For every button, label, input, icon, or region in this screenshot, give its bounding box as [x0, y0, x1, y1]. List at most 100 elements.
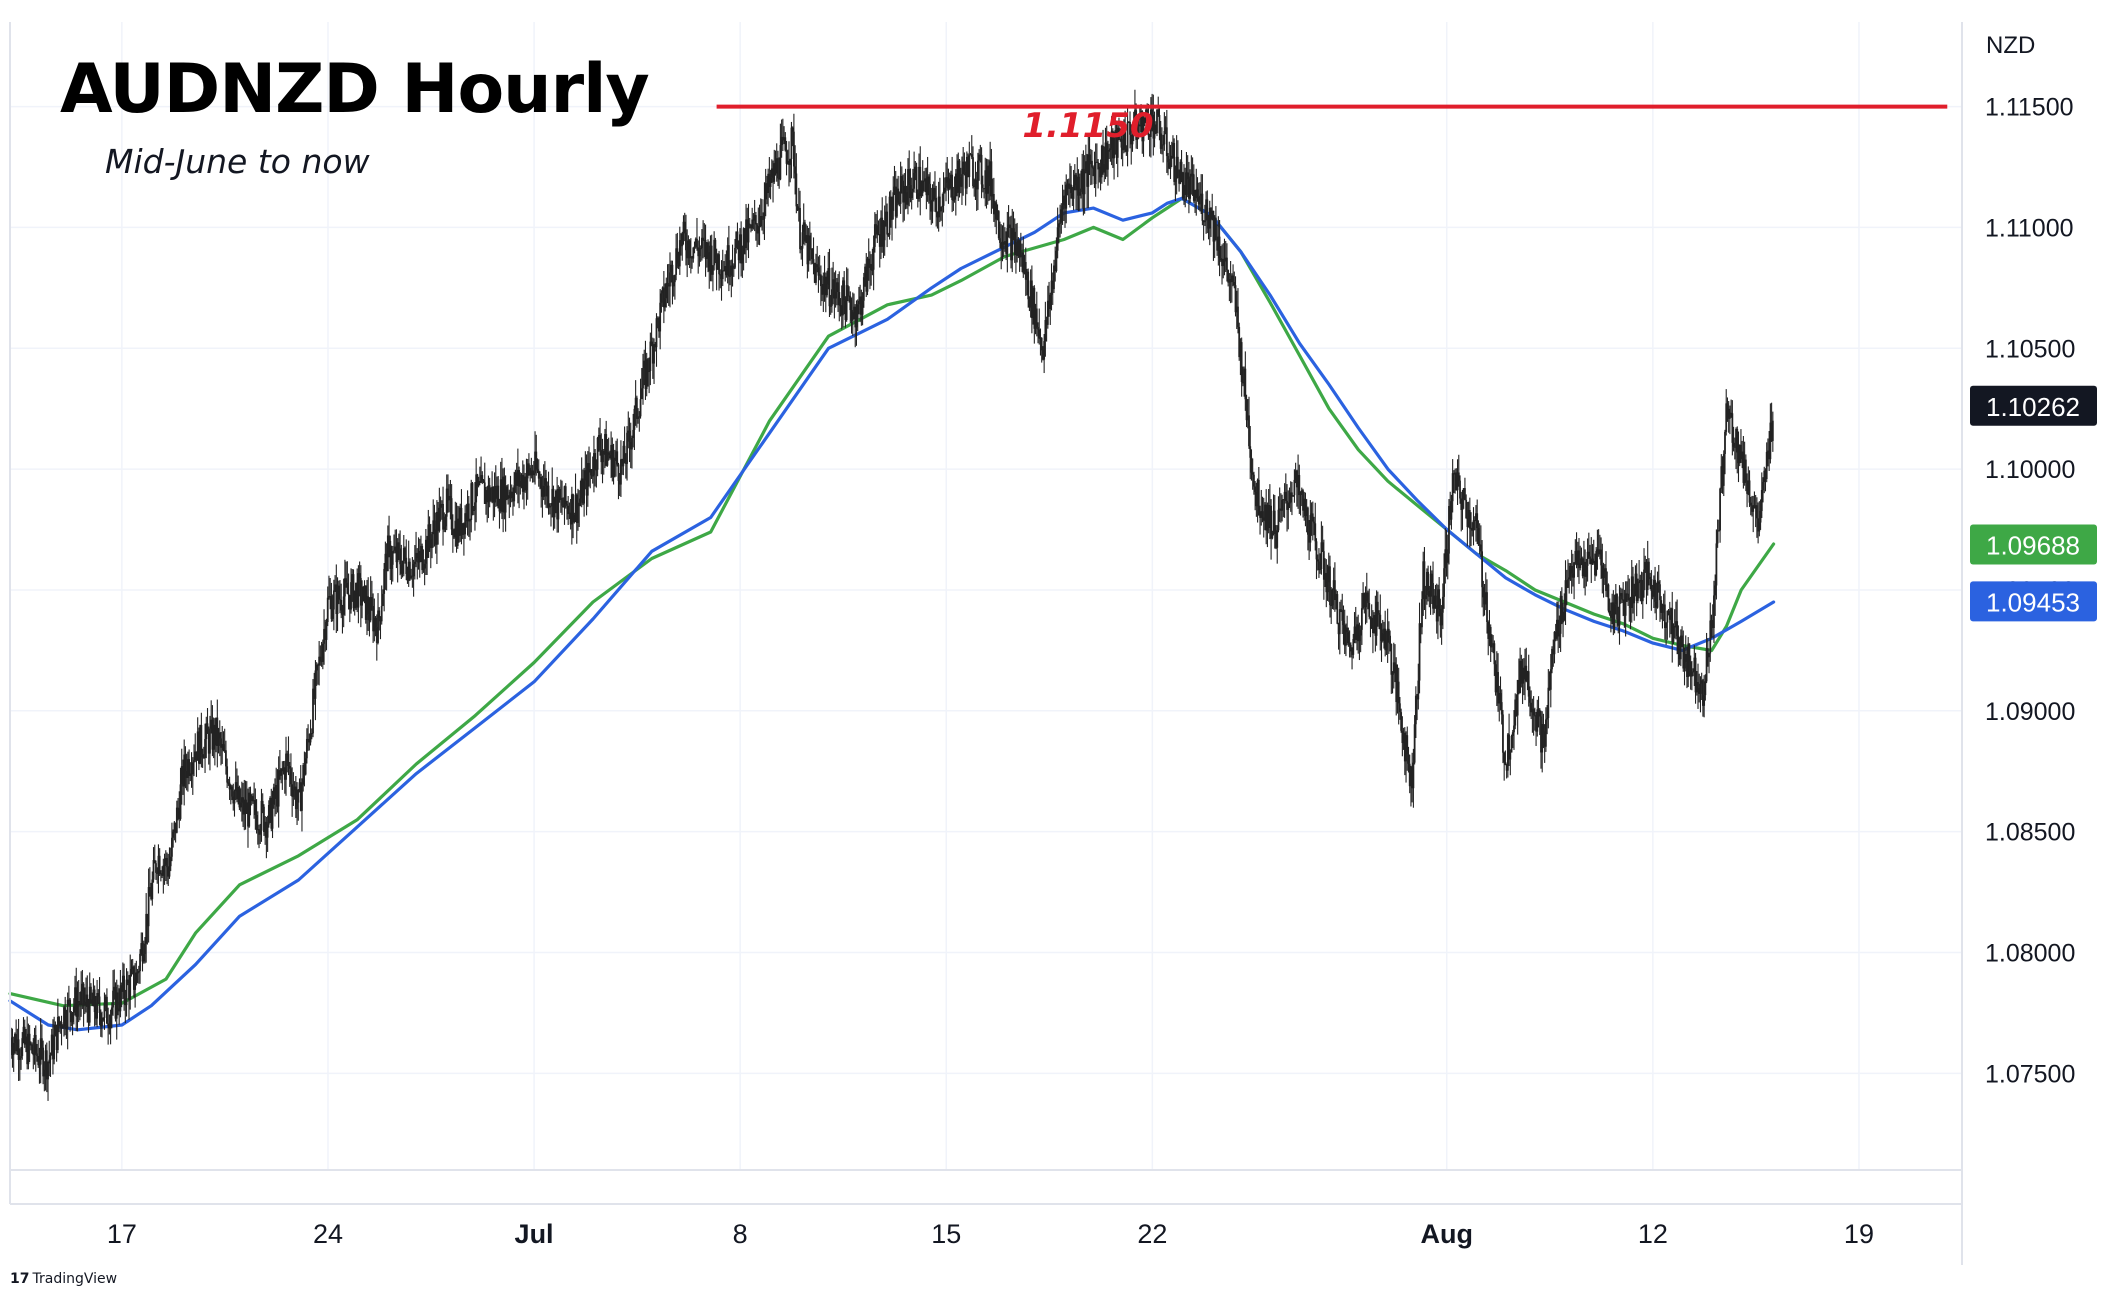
candle-body	[1540, 716, 1542, 753]
candle-body	[60, 1022, 63, 1029]
candle-body	[1737, 452, 1740, 464]
candle-body	[1138, 125, 1141, 127]
candle-body	[216, 717, 219, 746]
candle-body	[107, 1023, 110, 1027]
candle-body	[382, 593, 384, 606]
candle-body	[395, 546, 398, 563]
candle-body	[1012, 228, 1015, 232]
candle-body	[1056, 227, 1059, 251]
candle-body	[125, 979, 128, 1006]
candle-body	[894, 186, 897, 217]
candle-body	[1581, 558, 1584, 577]
candle-body	[1434, 595, 1437, 606]
candle-body	[1683, 654, 1686, 669]
candle-body	[174, 822, 177, 833]
candle-body	[146, 913, 149, 927]
candle-body	[1484, 592, 1487, 605]
candle-body	[1475, 513, 1477, 521]
candle-body	[1454, 472, 1457, 475]
candle-body	[356, 582, 359, 608]
candle-body	[1239, 342, 1242, 358]
candle-body	[112, 990, 114, 1008]
candle-body	[1489, 627, 1492, 648]
candle-body	[1602, 571, 1605, 579]
candle-body	[1300, 490, 1303, 493]
candle-body	[1736, 429, 1739, 453]
candle-body	[880, 217, 882, 247]
tradingview-brand[interactable]: 17 TradingView	[10, 1271, 117, 1287]
candle-body	[1682, 644, 1685, 669]
candle-body	[1695, 682, 1698, 693]
candle-body	[36, 1053, 38, 1057]
candle-body	[1425, 571, 1428, 596]
x-tick-label: 22	[1137, 1219, 1167, 1249]
candle-body	[501, 479, 503, 512]
candle-body	[677, 263, 680, 267]
candle-body	[593, 453, 595, 476]
candle-body	[621, 459, 624, 467]
candle-body	[443, 526, 446, 530]
candle-body	[1142, 123, 1145, 142]
candle-body	[1612, 602, 1615, 628]
candle-body	[1702, 680, 1704, 706]
candle-body	[99, 1012, 102, 1027]
candle-body	[1362, 593, 1365, 609]
candle-body	[1440, 612, 1443, 626]
candle-body	[873, 224, 876, 247]
candle-body	[1627, 593, 1629, 601]
candle-body	[1554, 631, 1557, 639]
candle-body	[1676, 621, 1679, 636]
candle-body	[1018, 240, 1021, 258]
candle-body	[849, 296, 852, 311]
candle-body	[470, 483, 473, 520]
candle-body	[789, 159, 792, 165]
candle-body	[211, 719, 214, 750]
candle-body	[871, 269, 874, 271]
candle-body	[1651, 591, 1654, 597]
candle-body	[1188, 179, 1190, 199]
candle-body	[945, 177, 947, 188]
candle-body	[1383, 628, 1385, 634]
candle-body	[963, 161, 966, 172]
candle-body	[234, 782, 237, 792]
candle-body	[1466, 518, 1469, 527]
candle-body	[1347, 632, 1350, 644]
candle-body	[1286, 500, 1288, 510]
candle-body	[1427, 571, 1430, 591]
candle-body	[613, 457, 616, 461]
candle-body	[1392, 662, 1395, 674]
candle-body	[1621, 593, 1623, 600]
ma-blue-line	[8, 196, 1776, 1032]
candle-body	[1143, 118, 1146, 124]
candle-body	[1638, 581, 1641, 584]
y-tick-label: 1.11500	[1985, 94, 2074, 122]
candle-body	[1299, 492, 1302, 496]
candle-body	[433, 520, 436, 530]
candle-body	[102, 1017, 105, 1021]
candle-body	[65, 1026, 68, 1030]
candle-body	[673, 274, 676, 283]
candle-body	[1179, 161, 1182, 184]
candle-body	[913, 172, 916, 189]
candle-body	[1432, 583, 1434, 609]
candle-body	[553, 497, 556, 518]
candle-body	[1472, 520, 1475, 531]
candle-body	[1035, 308, 1038, 328]
candle-body	[965, 156, 968, 189]
candle-body	[578, 502, 581, 507]
candle-body	[1163, 130, 1166, 145]
x-tick-label: Aug	[1421, 1219, 1473, 1249]
candle-body	[1648, 561, 1650, 577]
candle-body	[169, 856, 172, 867]
candle-body	[518, 470, 521, 487]
candle-body	[931, 199, 934, 212]
candle-body	[731, 265, 734, 269]
y-tick-label: 1.08000	[1985, 939, 2075, 967]
candle-body	[1385, 642, 1388, 651]
candle-body	[281, 768, 284, 772]
candle-body	[716, 254, 719, 270]
candle-body	[1183, 185, 1185, 199]
candle-body	[213, 724, 216, 746]
candle-body	[348, 595, 351, 610]
